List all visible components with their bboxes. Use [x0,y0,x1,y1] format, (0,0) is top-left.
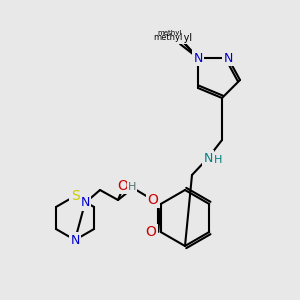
Text: N: N [80,196,90,209]
Text: H: H [128,182,136,192]
Text: N: N [203,152,213,164]
Text: methyl: methyl [173,39,178,40]
Text: O: O [118,179,128,193]
Text: H: H [214,155,222,165]
Text: O: O [145,225,156,239]
Text: N: N [193,52,203,64]
Text: N: N [70,233,80,247]
Text: methyl: methyl [158,30,182,36]
Text: O: O [148,193,158,207]
Text: methyl: methyl [158,33,192,43]
Text: methyl: methyl [153,32,183,41]
Text: methyl: methyl [178,41,183,42]
Text: S: S [70,189,80,203]
Text: N: N [223,52,233,64]
